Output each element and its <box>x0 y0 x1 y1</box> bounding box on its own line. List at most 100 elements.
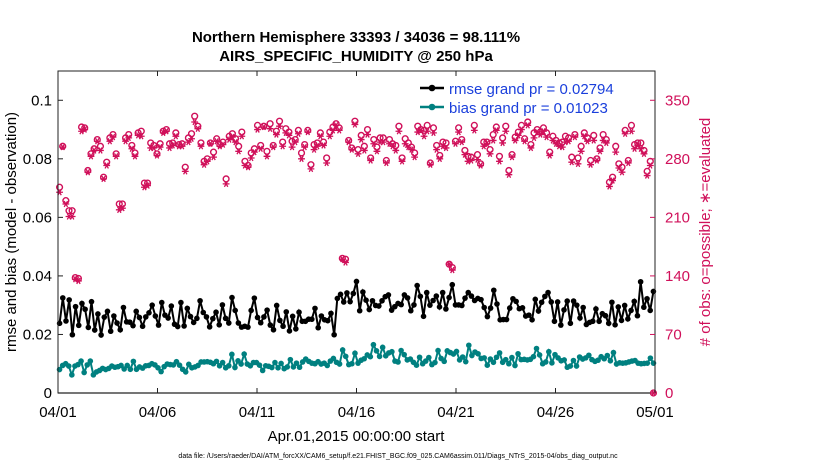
bias-series-point <box>573 363 580 369</box>
y-tick-label: 0.04 <box>23 268 52 285</box>
obs-evaluated-point <box>568 158 576 166</box>
obs-evaluated-point <box>254 126 261 133</box>
obs-evaluated-point <box>508 153 516 161</box>
obs-evaluated-point <box>590 137 598 144</box>
rmse-series-point <box>356 307 363 314</box>
obs-evaluated-point <box>643 172 651 179</box>
bias-series-point <box>441 358 448 365</box>
bias-series-point <box>466 342 472 349</box>
bias-series-point <box>453 348 460 355</box>
obs-evaluated-point <box>624 159 632 167</box>
rmse-series-point <box>200 309 207 316</box>
obs-possible-point <box>263 147 271 155</box>
legend-bias-label: bias grand pr = 0.01023 <box>449 100 608 117</box>
rmse-series-point <box>612 321 618 328</box>
y-right-tick-label: 0 <box>665 385 673 402</box>
obs-evaluated-point <box>499 139 507 147</box>
bias-series-point <box>509 354 515 361</box>
y-right-tick-label: 140 <box>665 268 690 285</box>
rmse-series-point <box>75 322 82 329</box>
bias-series-point <box>259 367 266 374</box>
obs-evaluated-point <box>637 145 645 153</box>
obs-possible-point <box>599 130 607 139</box>
obs-evaluated-point <box>203 158 211 165</box>
rmse-series-point <box>580 304 586 311</box>
obs-evaluated-point <box>477 162 485 169</box>
obs-evaluated-point <box>156 143 164 151</box>
obs-evaluated-point <box>122 137 129 145</box>
obs-evaluated-point <box>540 127 547 135</box>
rmse-series-point <box>347 298 353 305</box>
obs-possible-point <box>297 149 306 157</box>
obs-evaluated-point <box>119 204 126 212</box>
obs-possible-point <box>495 152 504 160</box>
rmse-series-point <box>561 307 567 313</box>
rmse-series-point <box>296 309 302 316</box>
obs-evaluated-point <box>206 140 214 148</box>
chart-title: Northern Hemisphere 33393 / 34036 = 98.1… <box>192 29 520 46</box>
y-tick-label: 0.1 <box>31 92 52 109</box>
obs-evaluated-point <box>483 140 491 148</box>
obs-evaluated-point <box>323 159 331 167</box>
rmse-series <box>56 278 657 338</box>
bias-series-point <box>336 361 343 367</box>
rmse-series-point <box>283 309 290 315</box>
rmse-series-point <box>120 304 127 311</box>
bias-series-point <box>536 352 543 358</box>
bias-series-point <box>342 353 349 360</box>
bias-series-point <box>586 352 592 359</box>
obs-evaluated-point <box>574 160 582 168</box>
obs-evaluated-point <box>200 161 208 168</box>
rmse-series-point <box>593 306 599 312</box>
rmse-series-point <box>484 313 491 320</box>
obs-evaluated-point <box>461 151 469 158</box>
obs-evaluated-point <box>430 129 437 137</box>
obs-evaluated-point <box>181 168 189 175</box>
rmse-series-point <box>270 326 277 333</box>
bias-series-point <box>361 355 367 362</box>
rmse-series-point <box>104 308 111 315</box>
rmse-series-point <box>133 308 140 315</box>
rmse-series-point <box>360 289 366 295</box>
rmse-series-point <box>257 319 264 326</box>
bias-series-point <box>416 354 423 361</box>
rmse-series-point <box>69 331 76 338</box>
bias-series-point <box>78 358 84 364</box>
y-tick-label: 0.02 <box>23 326 52 343</box>
rmse-series-point <box>615 304 622 310</box>
rmse-series-point <box>79 300 85 307</box>
rmse-series-point <box>369 297 376 304</box>
bias-series-point <box>512 362 518 369</box>
rmse-series-point <box>519 305 526 311</box>
rmse-series-point <box>503 316 510 323</box>
rmse-series-point <box>414 282 420 289</box>
bias-series-point <box>296 364 303 371</box>
rmse-series-point <box>98 332 104 338</box>
obs-evaluated-point <box>433 146 441 153</box>
rmse-series-point <box>225 320 232 326</box>
y-right-tick-label: 70 <box>665 326 682 343</box>
obs-possible-point <box>590 131 598 140</box>
bias-series-point <box>238 361 244 367</box>
rmse-series-point <box>631 298 638 305</box>
obs-evaluated-point <box>93 137 101 145</box>
obs-possible-point <box>206 139 214 147</box>
obs-evaluated-point <box>571 133 579 141</box>
rmse-series-point <box>641 304 647 311</box>
rmse-series-point <box>439 289 446 296</box>
bias-series-point <box>339 347 346 353</box>
rmse-series-point <box>427 302 433 308</box>
obs-evaluated-point <box>294 130 302 137</box>
legend-rmse-label: rmse grand pr = 0.02794 <box>449 81 614 98</box>
obs-evaluated-point <box>326 132 334 140</box>
obs-evaluated-point <box>364 131 371 138</box>
rmse-series-point <box>596 318 602 325</box>
obs-possible-point <box>275 117 284 125</box>
x-tick-label: 04/01 <box>39 404 77 421</box>
obs-evaluated-point <box>332 122 340 129</box>
rmse-series-point <box>178 299 184 306</box>
rmse-series-point <box>203 314 210 320</box>
obs-evaluated-point <box>235 148 243 155</box>
rmse-series-point <box>420 313 427 320</box>
obs-possible-point <box>222 175 230 183</box>
